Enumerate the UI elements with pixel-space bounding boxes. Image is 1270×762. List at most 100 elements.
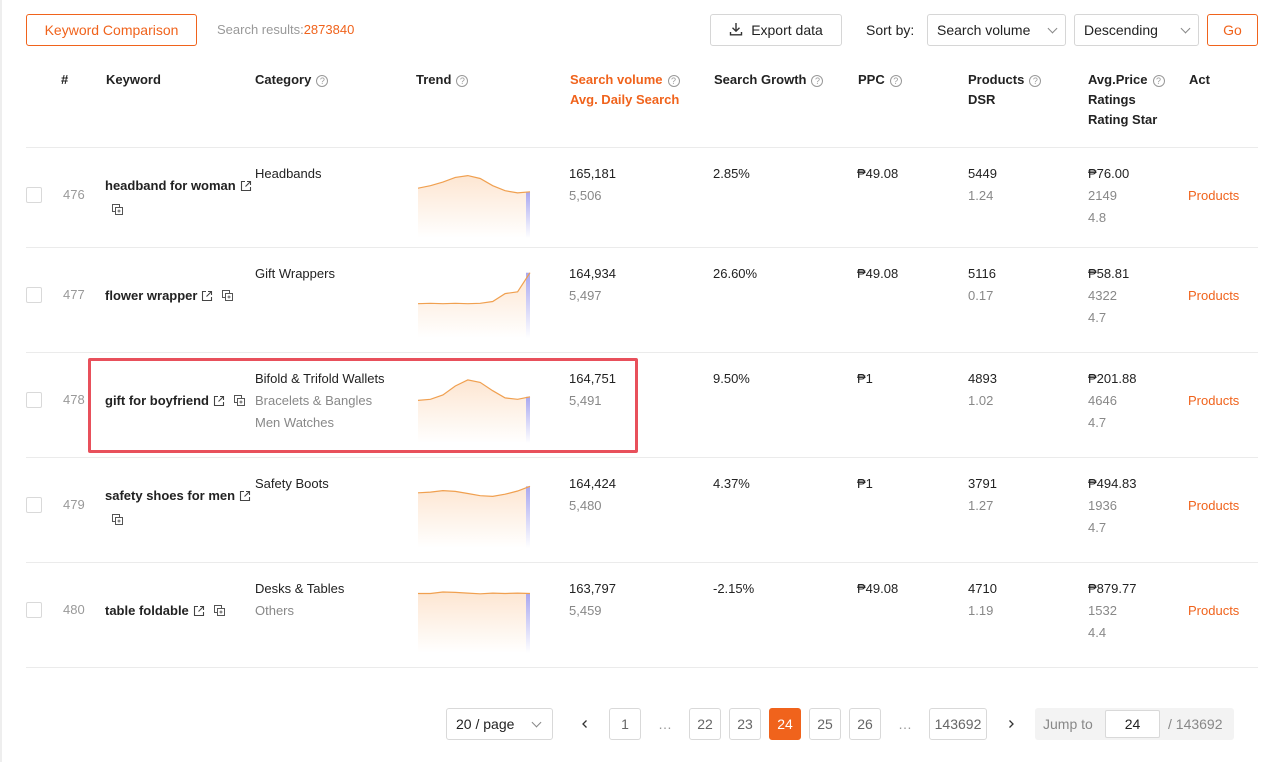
trend-latest-bar xyxy=(526,486,530,548)
price-cell: ₱201.88 4646 4.7 xyxy=(1088,368,1136,434)
page-button[interactable]: 1 xyxy=(609,708,641,740)
copy-icon[interactable] xyxy=(111,201,124,223)
keyword-text[interactable]: flower wrapper xyxy=(105,288,198,303)
ratings-count: 4322 xyxy=(1088,288,1117,303)
copy-icon[interactable] xyxy=(111,511,124,533)
header-index: # xyxy=(61,72,69,87)
header-products[interactable]: Products? DSR xyxy=(968,70,1042,110)
copy-icon[interactable] xyxy=(233,392,246,414)
next-page-button[interactable] xyxy=(995,708,1027,740)
keyword-cell: gift for boyfriend xyxy=(105,390,255,414)
row-index: 478 xyxy=(63,392,85,407)
volume-cell: 164,424 5,480 xyxy=(569,473,616,517)
header-search-growth[interactable]: Search Growth? xyxy=(714,70,824,90)
ratings-count: 4646 xyxy=(1088,393,1117,408)
prev-page-button[interactable] xyxy=(569,708,601,740)
page-button[interactable]: 25 xyxy=(809,708,841,740)
external-link-icon[interactable] xyxy=(193,602,205,624)
copy-icon[interactable] xyxy=(213,602,226,624)
external-link-icon[interactable] xyxy=(239,487,251,509)
page-size-select[interactable]: 20 / page xyxy=(446,708,553,740)
header-trend-label: Trend xyxy=(416,72,452,87)
header-ppc[interactable]: PPC? xyxy=(858,70,902,90)
help-icon[interactable]: ? xyxy=(316,75,329,87)
dsr-value: 1.27 xyxy=(968,498,994,513)
copy-icon[interactable] xyxy=(221,287,234,309)
avg-daily-search: 5,459 xyxy=(569,603,602,618)
row-checkbox[interactable] xyxy=(26,187,42,203)
jump-to-input[interactable] xyxy=(1105,710,1160,738)
category-cell: Desks & Tables Others xyxy=(255,578,344,622)
sort-field-select[interactable]: Search volume xyxy=(927,14,1066,46)
search-volume: 164,424 xyxy=(569,476,616,491)
trend-area xyxy=(418,486,530,548)
products-link[interactable]: Products xyxy=(1188,188,1240,203)
header-avg-price[interactable]: Avg.Price? Ratings Rating Star xyxy=(1088,70,1165,130)
price-cell: ₱879.77 1532 4.4 xyxy=(1088,578,1136,644)
products-cell: 4893 1.02 xyxy=(968,368,997,412)
help-icon[interactable]: ? xyxy=(811,75,824,87)
sort-by-label: Sort by: xyxy=(866,22,915,38)
keyword-cell: safety shoes for men xyxy=(105,485,255,533)
header-avg-daily-label: Avg. Daily Search xyxy=(570,92,680,107)
chevron-down-icon xyxy=(1180,23,1191,33)
help-icon[interactable]: ? xyxy=(889,75,902,87)
help-icon[interactable]: ? xyxy=(1152,75,1165,87)
trend-area xyxy=(418,272,530,338)
row-checkbox[interactable] xyxy=(26,287,42,303)
keyword-comparison-button[interactable]: Keyword Comparison xyxy=(26,14,197,46)
table-row: 477 flower wrapper Gift Wrappers 164,934 5,4… xyxy=(26,247,1258,352)
trend-chart xyxy=(418,485,531,548)
keyword-text[interactable]: headband for woman xyxy=(105,178,236,193)
category-item: Men Watches xyxy=(255,415,334,430)
search-growth: 26.60% xyxy=(713,266,758,281)
page-button[interactable]: 143692 xyxy=(929,708,987,740)
export-data-button[interactable]: Export data xyxy=(710,14,842,46)
rating-star: 4.7 xyxy=(1088,520,1107,535)
help-icon[interactable]: ? xyxy=(667,75,680,87)
page-button[interactable]: 23 xyxy=(729,708,761,740)
chevron-left-icon xyxy=(582,720,587,728)
trend-chart xyxy=(418,591,531,653)
pagination-ellipsis: … xyxy=(889,708,921,740)
ratings-count: 1936 xyxy=(1088,498,1117,513)
category-item: Headbands xyxy=(255,166,322,181)
products-link[interactable]: Products xyxy=(1188,393,1240,408)
table-row: 480 table foldable Desks & Tables Others 163… xyxy=(26,562,1258,667)
category-cell: Safety Boots xyxy=(255,473,329,495)
trend-chart xyxy=(418,379,531,443)
search-results-label: Search results: xyxy=(217,22,304,37)
row-checkbox[interactable] xyxy=(26,497,42,513)
page-button[interactable]: 26 xyxy=(849,708,881,740)
keyword-text[interactable]: safety shoes for men xyxy=(105,488,236,503)
sort-order-value: Descending xyxy=(1084,22,1158,38)
ratings-count: 1532 xyxy=(1088,603,1117,618)
rating-star: 4.8 xyxy=(1088,210,1107,225)
page-button[interactable]: 24 xyxy=(769,708,801,740)
search-growth: 4.37% xyxy=(713,476,750,491)
keyword-text[interactable]: table foldable xyxy=(105,603,189,618)
search-results-count: 2873840 xyxy=(303,22,355,37)
page-button[interactable]: 22 xyxy=(689,708,721,740)
ppc-value: ₱49.08 xyxy=(857,581,899,596)
sort-order-select[interactable]: Descending xyxy=(1074,14,1199,46)
download-icon xyxy=(729,22,743,39)
help-icon[interactable]: ? xyxy=(456,75,469,87)
products-link[interactable]: Products xyxy=(1188,603,1240,618)
category-item: Safety Boots xyxy=(255,476,329,491)
external-link-icon[interactable] xyxy=(201,287,213,309)
help-icon[interactable]: ? xyxy=(1029,75,1042,87)
row-checkbox[interactable] xyxy=(26,602,42,618)
table-row: 479 safety shoes for men Safety Boots 164,4… xyxy=(26,457,1258,562)
go-button[interactable]: Go xyxy=(1207,14,1258,46)
products-link[interactable]: Products xyxy=(1188,498,1240,513)
external-link-icon[interactable] xyxy=(213,392,225,414)
jump-to-page: Jump to / 143692 xyxy=(1035,708,1234,740)
row-checkbox[interactable] xyxy=(26,392,42,408)
keyword-text[interactable]: gift for boyfriend xyxy=(105,393,209,408)
products-link[interactable]: Products xyxy=(1188,288,1240,303)
dsr-value: 1.24 xyxy=(968,188,994,203)
trend-chart xyxy=(418,272,531,338)
external-link-icon[interactable] xyxy=(240,177,252,199)
header-search-volume[interactable]: Search volume? Avg. Daily Search xyxy=(570,70,680,110)
